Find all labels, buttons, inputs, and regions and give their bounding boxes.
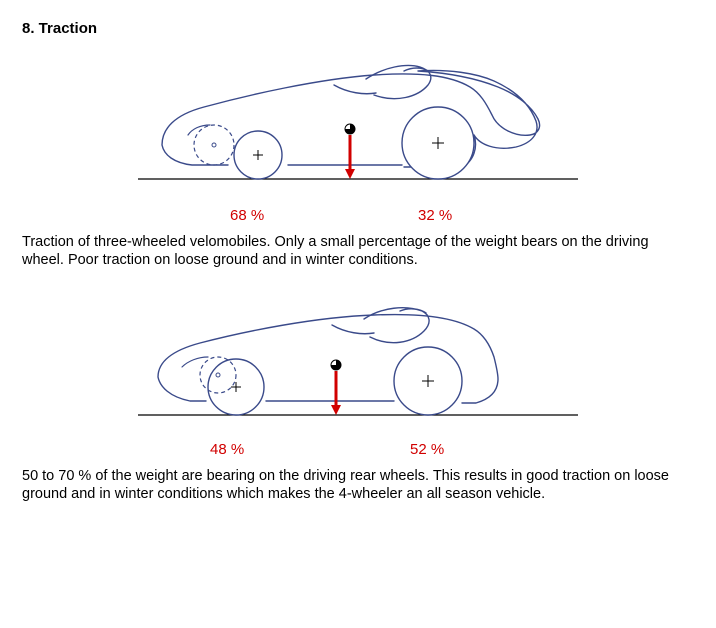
rear-weight-pct-3wheel: 32 % (418, 207, 452, 224)
caption-4wheel: 50 to 70 % of the weight are bearing on … (22, 467, 694, 503)
velomobile-diagram-3wheel (118, 37, 598, 207)
velomobile-diagram-4wheel (118, 281, 598, 441)
diagram-2-labels: 48 % 52 % (118, 441, 598, 461)
front-weight-pct-4wheel: 48 % (210, 441, 244, 458)
front-weight-pct-3wheel: 68 % (230, 207, 264, 224)
caption-3wheel: Traction of three-wheeled velomobiles. O… (22, 233, 694, 269)
diagram-1-labels: 68 % 32 % (118, 207, 598, 227)
section-heading: 8. Traction (22, 20, 694, 37)
diagram-1-wrap (22, 37, 694, 207)
diagram-2-wrap (22, 281, 694, 441)
rear-weight-pct-4wheel: 52 % (410, 441, 444, 458)
